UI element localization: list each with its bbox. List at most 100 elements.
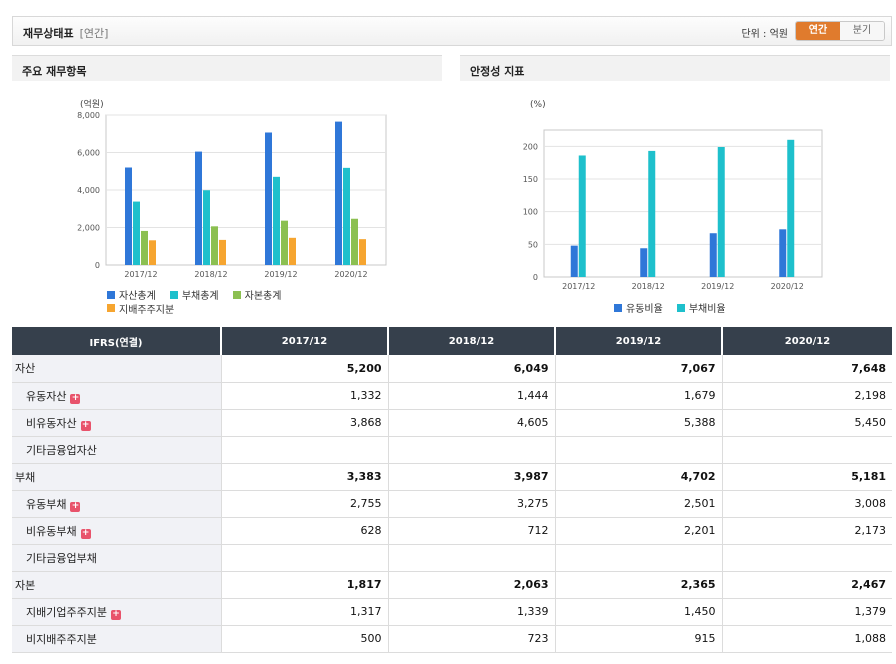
legend-label: 지배주주지분 [119,304,175,316]
panel-header-key-items: 주요 재무항목 [12,55,442,81]
bar-부채비율-2020/12[interactable] [787,139,795,277]
cell-value: 500 [221,625,389,653]
table-row: 자산 5,200 6,049 7,067 7,648 [12,355,892,383]
bar-자본총계-2018/12[interactable] [211,226,218,265]
tab-annual[interactable]: 연간 [796,22,840,40]
y-tick-label: 8,000 [77,111,100,120]
cell-value: 1,379 [722,598,892,626]
cell-value: 3,275 [388,490,556,518]
bar-자산총계-2017/12[interactable] [125,167,132,266]
y-tick-label: 100 [523,208,538,217]
cell-value: 3,868 [221,409,389,437]
table-row: 유동부채 +2,755 3,275 2,501 3,008 [12,490,892,518]
row-label-text: 비지배주주지분 [26,632,97,646]
tab-quarterly[interactable]: 분기 [840,22,884,40]
row-label-text: 지배기업주주지분 [26,605,107,619]
row-label-text: 기타금융업부채 [26,551,97,565]
header-ifrs: IFRS(연결) [12,327,222,355]
bar-지배주주지분-2017/12[interactable] [149,240,156,265]
bar-자산총계-2019/12[interactable] [265,132,272,265]
expand-plus-icon[interactable]: + [70,500,81,512]
x-tick-label: 2020/12 [771,282,804,291]
bar-부채비율-2017/12[interactable] [578,155,586,277]
bar-부채총계-2017/12[interactable] [133,201,140,265]
bar-자산총계-2018/12[interactable] [195,151,202,265]
x-tick-label: 2019/12 [701,282,734,291]
bar-유동비율-2020/12[interactable] [779,229,787,277]
cell-value [388,436,556,464]
row-label: 유동부채 + [12,490,222,518]
bar-지배주주지분-2019/12[interactable] [289,237,296,265]
bar-자산총계-2020/12[interactable] [335,121,342,265]
legend-swatch [169,290,178,299]
expand-plus-icon[interactable]: + [110,608,121,620]
period-subtitle: [연간] [79,27,109,40]
cell-value: 1,332 [221,382,389,410]
x-tick-label: 2019/12 [264,270,297,279]
row-label: 자산 [12,355,222,383]
y-tick-label: 200 [523,142,538,151]
y-axis-unit: (억원) [80,98,104,110]
row-label-text: 유동자산 [26,389,67,403]
cell-value: 5,388 [555,409,723,437]
table-row: 비유동부채 +628 712 2,201 2,173 [12,517,892,545]
cell-value: 5,200 [221,355,389,383]
y-tick-label: 2,000 [77,224,100,233]
table-row: 기타금융업부채 [12,544,892,572]
row-label: 비유동부채 + [12,517,222,545]
bar-유동비율-2017/12[interactable] [570,245,578,277]
bar-지배주주지분-2020/12[interactable] [359,239,366,265]
cell-value: 5,450 [722,409,892,437]
cell-value: 1,679 [555,382,723,410]
cell-value: 723 [388,625,556,653]
legend-controlling-interest: 지배주주지분 [107,302,175,316]
x-tick-label: 2017/12 [124,270,157,279]
bar-지배주주지분-2018/12[interactable] [219,239,226,265]
legend-debt-ratio: 부채비율 [676,301,726,315]
cell-value: 2,755 [221,490,389,518]
y-axis-unit: (%) [530,100,546,110]
expand-plus-icon[interactable]: + [80,419,91,431]
cell-value: 3,008 [722,490,892,518]
legend-label: 부채총계 [181,291,219,302]
expand-plus-icon[interactable]: + [80,527,91,539]
bar-자본총계-2020/12[interactable] [351,218,358,265]
cell-value: 2,063 [388,571,556,599]
row-label-text: 부채 [15,470,36,484]
cell-value: 6,049 [388,355,556,383]
expand-plus-icon[interactable]: + [70,392,81,404]
bar-자본총계-2017/12[interactable] [141,230,148,265]
bar-부채총계-2019/12[interactable] [273,176,280,265]
row-label: 유동자산 + [12,382,222,410]
bar-유동비율-2019/12[interactable] [709,233,717,277]
cell-value [388,544,556,572]
cell-value [221,544,389,572]
cell-value: 628 [221,517,389,545]
bar-자본총계-2019/12[interactable] [281,220,288,265]
panel-title-key-items: 주요 재무항목 [22,65,87,78]
cell-value: 3,987 [388,463,556,491]
bar-부채비율-2018/12[interactable] [648,150,656,277]
header-year: 2020/12 [722,327,892,355]
row-label: 지배기업주주지분 + [12,598,222,626]
bar-부채비율-2019/12[interactable] [717,146,725,277]
legend-current-ratio: 유동비율 [614,301,663,315]
bar-유동비율-2018/12[interactable] [640,248,648,277]
legend-total-equity: 자본총계 [232,288,281,302]
cell-value: 2,365 [555,571,723,599]
bar-부채총계-2020/12[interactable] [343,167,350,265]
bar-부채총계-2018/12[interactable] [203,190,210,265]
cell-value: 1,444 [388,382,556,410]
row-label-text: 기타금융업자산 [26,443,97,457]
statement-title-text: 재무상태표 [23,27,74,40]
table-header-row: IFRS(연결) 2017/12 2018/12 2019/12 2020/12 [12,327,892,355]
cell-value [555,544,723,572]
cell-value: 2,467 [722,571,892,599]
table-row: 비지배주주지분 500 723 915 1,088 [12,625,892,653]
cell-value: 4,702 [555,463,723,491]
row-label: 부채 [12,463,222,491]
y-tick-label: 150 [523,175,538,184]
row-label: 비지배주주지분 [12,625,222,653]
cell-value: 1,450 [555,598,723,626]
legend-swatch [232,290,241,299]
